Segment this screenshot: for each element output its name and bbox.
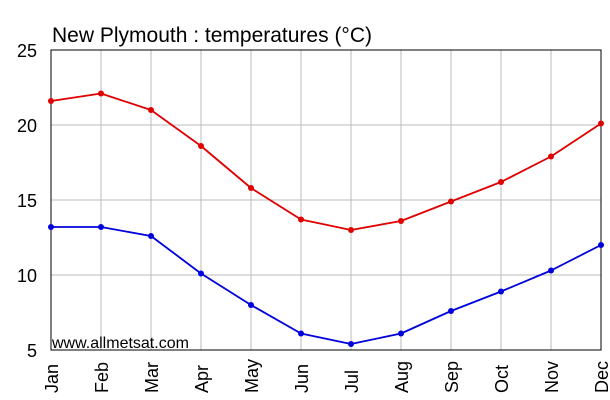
x-tick-label-11: Dec bbox=[592, 361, 610, 393]
series-1-point-11 bbox=[598, 242, 604, 248]
series-0-point-0 bbox=[48, 98, 54, 104]
series-1-point-6 bbox=[348, 341, 354, 347]
series-0-point-7 bbox=[398, 218, 404, 224]
x-tick-label-6: Jul bbox=[342, 370, 362, 393]
y-tick-label-1: 10 bbox=[17, 266, 37, 286]
x-tick-label-5: Jun bbox=[292, 364, 312, 393]
y-tick-label-2: 15 bbox=[17, 191, 37, 211]
series-1-point-7 bbox=[398, 330, 404, 337]
x-tick-label-1: Feb bbox=[92, 362, 112, 393]
series-0-point-8 bbox=[448, 198, 454, 205]
x-tick-label-10: Nov bbox=[542, 361, 562, 393]
grid-layer bbox=[50, 49, 602, 351]
x-tick-label-7: Aug bbox=[392, 361, 412, 393]
series-0-point-5 bbox=[298, 216, 304, 223]
series-0-point-9 bbox=[498, 179, 504, 185]
series-1-point-10 bbox=[548, 267, 554, 274]
plot-border bbox=[50, 49, 602, 351]
series-1-point-4 bbox=[248, 302, 254, 308]
series-1-point-9 bbox=[498, 288, 504, 295]
series-1-point-2 bbox=[148, 233, 154, 239]
tick-layer: 5 10 15 20 25 Jan Feb Mar Apr May Jun Jul Aug Sep Oct N… bbox=[17, 41, 610, 393]
series-0-point-10 bbox=[548, 153, 554, 160]
series-0-point-3 bbox=[198, 143, 204, 149]
series-layer bbox=[48, 90, 604, 347]
series-0-point-11 bbox=[598, 120, 604, 127]
series-0-point-2 bbox=[148, 107, 154, 113]
series-0-point-6 bbox=[348, 227, 354, 233]
x-tick-label-9: Oct bbox=[492, 365, 512, 393]
series-line-1 bbox=[50, 226, 602, 345]
series-1-point-8 bbox=[448, 308, 454, 314]
x-tick-label-8: Sep bbox=[442, 361, 462, 393]
x-tick-label-2: Mar bbox=[142, 362, 162, 393]
axis-layer bbox=[50, 49, 602, 351]
y-tick-label-3: 20 bbox=[17, 116, 37, 136]
series-line-0 bbox=[50, 92, 602, 231]
series-1-point-3 bbox=[198, 270, 204, 277]
x-tick-label-0: Jan bbox=[42, 364, 62, 393]
y-tick-label-4: 25 bbox=[17, 41, 37, 61]
series-1-point-1 bbox=[98, 224, 104, 230]
series-1-point-5 bbox=[298, 330, 304, 337]
watermark-text: www.allmetsat.com bbox=[51, 335, 189, 352]
chart-title: New Plymouth : temperatures (°C) bbox=[52, 24, 372, 47]
x-tick-label-4: May bbox=[242, 359, 262, 393]
series-0-point-4 bbox=[248, 185, 254, 191]
x-tick-label-3: Apr bbox=[192, 365, 212, 393]
series-0-point-1 bbox=[98, 90, 104, 97]
series-1-point-0 bbox=[48, 224, 54, 230]
y-tick-label-0: 5 bbox=[27, 341, 37, 361]
